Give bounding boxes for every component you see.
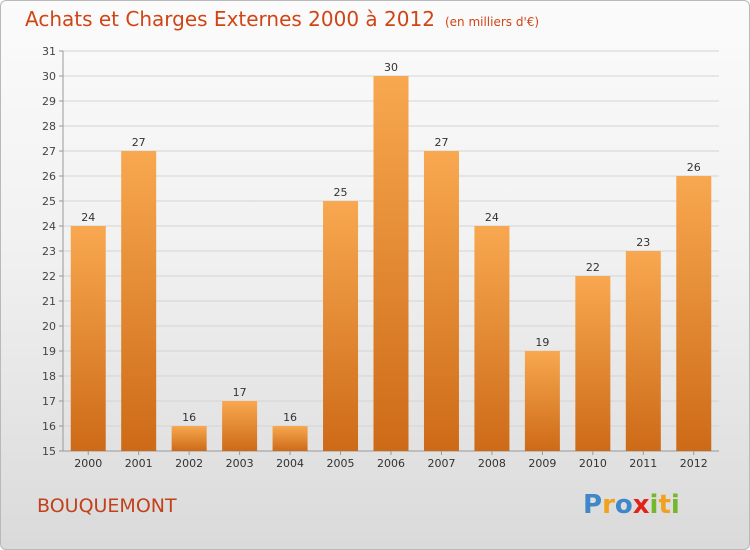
bar — [474, 226, 510, 451]
x-tick-label: 2007 — [427, 457, 455, 470]
bar-value-label: 25 — [334, 186, 348, 199]
bar-value-label: 27 — [132, 136, 146, 149]
labels: 15 16 17 18 19 20 21 22 23 24 25 26 27 28 29 30 31 24 2000… — [42, 45, 708, 470]
y-tick-label: 29 — [42, 95, 56, 108]
bar — [272, 426, 308, 451]
bar — [676, 176, 712, 451]
bar — [121, 151, 157, 451]
bar — [625, 251, 661, 451]
proxiti-logo: Proxiti — [583, 490, 680, 520]
bar — [524, 351, 560, 451]
bar-value-label: 26 — [687, 161, 701, 174]
x-tick-label: 2012 — [680, 457, 708, 470]
bar — [323, 201, 359, 451]
y-tick-label: 22 — [42, 270, 56, 283]
y-tick-label: 30 — [42, 70, 56, 83]
y-tick-label: 25 — [42, 195, 56, 208]
bar — [423, 151, 459, 451]
x-tick-label: 2000 — [74, 457, 102, 470]
bar — [70, 226, 106, 451]
y-tick-label: 15 — [42, 445, 56, 458]
bar — [222, 401, 258, 451]
y-tick-label: 19 — [42, 345, 56, 358]
bars — [70, 76, 712, 451]
bar — [575, 276, 611, 451]
chart-title: Achats et Charges Externes 2000 à 2012 (e… — [25, 7, 539, 31]
y-tick-label: 26 — [42, 170, 56, 183]
bar-value-label: 17 — [233, 386, 247, 399]
bar — [171, 426, 207, 451]
y-tick-label: 17 — [42, 395, 56, 408]
y-tick-label: 18 — [42, 370, 56, 383]
x-tick-label: 2001 — [125, 457, 153, 470]
chart-unit-note: (en milliers d'€) — [444, 15, 540, 29]
bar-value-label: 22 — [586, 261, 600, 274]
x-tick-label: 2003 — [226, 457, 254, 470]
bar-value-label: 16 — [283, 411, 297, 424]
y-tick-label: 20 — [42, 320, 56, 333]
x-tick-label: 2006 — [377, 457, 405, 470]
location-name: BOUQUEMONT — [37, 495, 177, 517]
bar-value-label: 24 — [485, 211, 499, 224]
x-tick-label: 2008 — [478, 457, 506, 470]
x-tick-label: 2004 — [276, 457, 304, 470]
x-tick-label: 2009 — [528, 457, 556, 470]
y-tick-label: 23 — [42, 245, 56, 258]
bar-value-label: 16 — [182, 411, 196, 424]
y-tick-label: 21 — [42, 295, 56, 308]
y-tick-label: 27 — [42, 145, 56, 158]
y-tick-label: 31 — [42, 45, 56, 58]
y-tick-label: 28 — [42, 120, 56, 133]
bar-value-label: 19 — [535, 336, 549, 349]
bar-value-label: 27 — [434, 136, 448, 149]
x-tick-label: 2011 — [629, 457, 657, 470]
bar-value-label: 24 — [81, 211, 95, 224]
bar — [373, 76, 409, 451]
bar-value-label: 30 — [384, 61, 398, 74]
x-tick-label: 2010 — [579, 457, 607, 470]
x-tick-label: 2005 — [327, 457, 355, 470]
y-tick-label: 24 — [42, 220, 56, 233]
chart-title-text: Achats et Charges Externes 2000 à 2012 — [25, 7, 435, 31]
x-tick-label: 2002 — [175, 457, 203, 470]
bar-value-label: 23 — [636, 236, 650, 249]
y-tick-label: 16 — [42, 420, 56, 433]
